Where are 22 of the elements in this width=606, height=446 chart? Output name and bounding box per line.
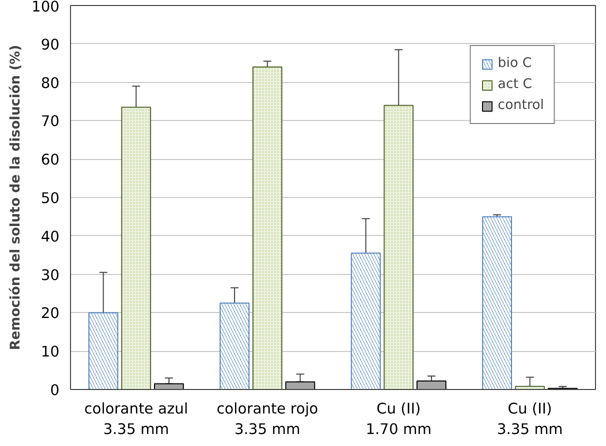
x-tick-label: Cu (II) 3.35 mm [496, 400, 563, 438]
legend-label: bio C [498, 56, 532, 71]
y-tick-label: 20 [40, 305, 60, 322]
y-tick-label: 70 [40, 113, 60, 130]
y-tick-label: 80 [40, 74, 60, 92]
bar [416, 380, 446, 390]
y-tick-label: 60 [40, 152, 60, 169]
bar [285, 381, 316, 390]
x-tick-label: colorante azul 3.35 mm [84, 400, 188, 438]
y-tick-label: 50 [40, 190, 60, 207]
y-tick-label: 0 [50, 382, 60, 399]
legend-label: control [498, 98, 544, 113]
y-tick-label: 30 [40, 266, 60, 284]
y-tick-label: 40 [40, 228, 60, 246]
legend-label: act C [498, 77, 532, 92]
x-tick-label: colorante rojo 3.35 mm [216, 400, 318, 438]
y-tick-label: 10 [40, 344, 60, 361]
y-tick-label: 90 [40, 36, 60, 54]
x-tick-label: Cu (II) 1.70 mm [366, 400, 432, 438]
y-tick-label: 100 [32, 0, 60, 16]
bar [154, 383, 184, 390]
y-axis-title: Remoción del soluto de la disolución (%) [8, 44, 24, 350]
